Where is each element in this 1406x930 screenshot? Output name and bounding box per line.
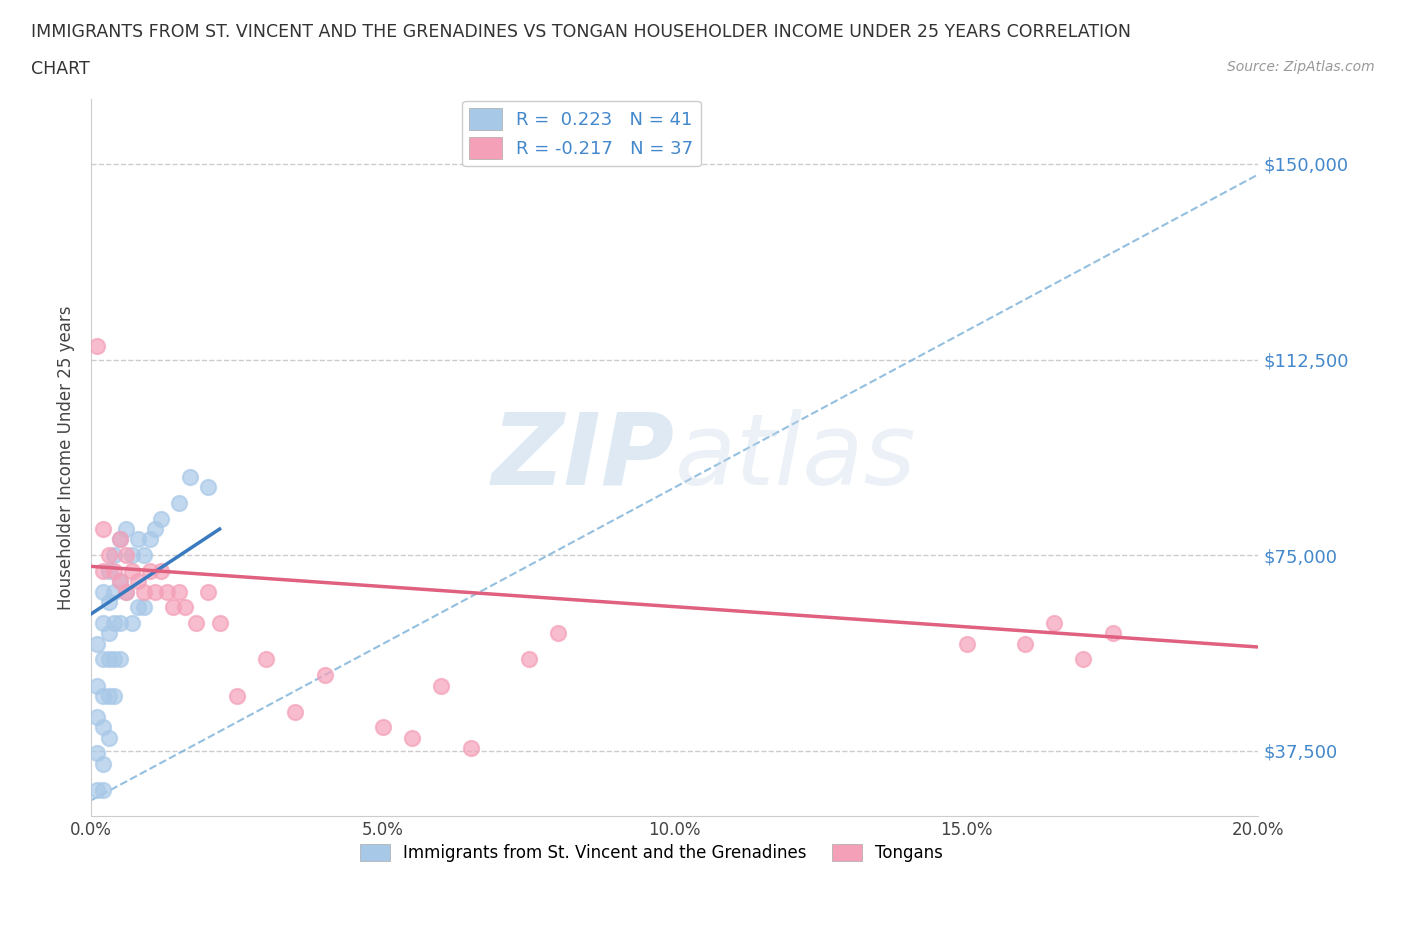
Point [197, 480, 219, 495]
Point [132, 584, 155, 599]
Point [86, 636, 108, 651]
Point [167, 584, 190, 599]
Point [103, 584, 125, 599]
Point [91, 564, 114, 578]
Text: IMMIGRANTS FROM ST. VINCENT AND THE GRENADINES VS TONGAN HOUSEHOLDER INCOME UNDE: IMMIGRANTS FROM ST. VINCENT AND THE GREN… [31, 23, 1130, 41]
Point [110, 532, 132, 547]
Point [110, 616, 132, 631]
Point [103, 616, 125, 631]
Point [91, 756, 114, 771]
Point [97, 652, 120, 667]
Point [371, 720, 394, 735]
Point [97, 564, 120, 578]
Point [103, 688, 125, 703]
Point [110, 532, 132, 547]
Point [110, 574, 132, 589]
Point [167, 496, 190, 511]
Point [115, 584, 138, 599]
Text: CHART: CHART [31, 60, 90, 78]
Point [86, 678, 108, 693]
Point [517, 652, 540, 667]
Point [97, 548, 120, 563]
Point [150, 564, 173, 578]
Point [173, 600, 195, 615]
Point [156, 584, 179, 599]
Point [226, 688, 249, 703]
Point [132, 600, 155, 615]
Point [115, 548, 138, 563]
Point [127, 574, 149, 589]
Point [91, 584, 114, 599]
Point [121, 564, 143, 578]
Point [91, 652, 114, 667]
Point [143, 522, 166, 537]
Point [97, 594, 120, 609]
Point [132, 548, 155, 563]
Point [115, 522, 138, 537]
Point [91, 782, 114, 797]
Point [127, 600, 149, 615]
Point [1073, 652, 1095, 667]
Point [1101, 626, 1123, 641]
Point [103, 564, 125, 578]
Point [97, 688, 120, 703]
Point [115, 584, 138, 599]
Text: atlas: atlas [675, 409, 917, 506]
Legend: Immigrants from St. Vincent and the Grenadines, Tongans: Immigrants from St. Vincent and the Gren… [353, 837, 949, 869]
Point [121, 548, 143, 563]
Point [162, 600, 184, 615]
Point [103, 548, 125, 563]
Point [86, 782, 108, 797]
Point [86, 746, 108, 761]
Point [208, 616, 231, 631]
Point [110, 574, 132, 589]
Point [1043, 616, 1066, 631]
Point [110, 652, 132, 667]
Point [91, 522, 114, 537]
Point [97, 626, 120, 641]
Text: ZIP: ZIP [492, 409, 675, 506]
Point [314, 668, 336, 683]
Point [284, 704, 307, 719]
Point [138, 564, 160, 578]
Point [143, 584, 166, 599]
Point [197, 584, 219, 599]
Point [86, 710, 108, 724]
Point [97, 730, 120, 745]
Point [254, 652, 277, 667]
Point [150, 512, 173, 526]
Point [401, 730, 423, 745]
Point [138, 532, 160, 547]
Point [430, 678, 453, 693]
Point [460, 740, 482, 755]
Point [547, 626, 569, 641]
Point [91, 720, 114, 735]
Point [103, 652, 125, 667]
Point [179, 470, 201, 485]
Point [127, 532, 149, 547]
Y-axis label: Householder Income Under 25 years: Householder Income Under 25 years [58, 305, 75, 609]
Point [956, 636, 979, 651]
Point [91, 688, 114, 703]
Point [186, 616, 208, 631]
Point [121, 616, 143, 631]
Text: Source: ZipAtlas.com: Source: ZipAtlas.com [1227, 60, 1375, 74]
Point [86, 339, 108, 354]
Point [1014, 636, 1036, 651]
Point [91, 616, 114, 631]
